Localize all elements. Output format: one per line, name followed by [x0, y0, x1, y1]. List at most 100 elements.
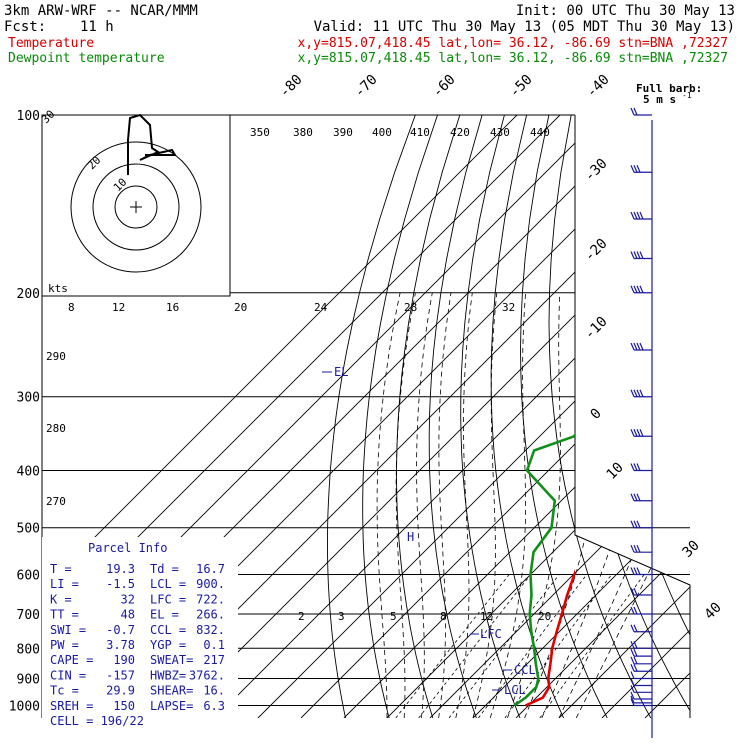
wind-barb: [631, 494, 652, 501]
fcst-hours: 11 h: [80, 19, 114, 35]
wind-barb-flag: [640, 286, 643, 293]
mixing-ratio-line: [396, 575, 509, 719]
wind-barb: [631, 165, 652, 172]
pressure-tick-label: 700: [17, 608, 40, 623]
mixing-ratio-label: 5: [390, 610, 397, 623]
wind-barb: [631, 649, 652, 656]
theta-label: 430: [490, 126, 510, 139]
wind-barb-flag: [634, 165, 637, 172]
moist-adiabat-line: [417, 293, 433, 718]
wind-barb-flag: [631, 212, 634, 219]
isotherm-line: [344, 115, 740, 718]
valid-time: Valid: 11 UTC Thu 30 May 13 (05 MDT Thu …: [314, 19, 735, 35]
wind-barbs: [631, 108, 652, 738]
wind-barb: [631, 692, 652, 699]
dewpoint-profile: [514, 115, 659, 706]
wind-barb-flag: [634, 390, 637, 397]
dry-adiabat-line: [491, 115, 563, 718]
dewpoint-legend: Dewpoint temperature: [8, 51, 165, 66]
wind-barb: [631, 678, 652, 685]
parcel-info-value: 3.78: [106, 638, 135, 652]
init-time: Init: 00 UTC Thu 30 May 13: [516, 3, 735, 19]
wind-barb-flag: [631, 545, 634, 552]
wind-barb: [631, 252, 652, 259]
isotherm-line: [559, 115, 740, 718]
wind-barb: [631, 108, 652, 115]
moist-adiabat-line: [576, 293, 740, 718]
parcel-info-value: SREH =: [50, 699, 93, 713]
wind-barb-flag: [631, 567, 634, 574]
wind-barb-flag: [631, 464, 634, 471]
mixing-ratio-label: 8: [440, 610, 447, 623]
wind-barb-flag: [634, 212, 637, 219]
wind-barb-flag: [634, 649, 637, 656]
wind-barb-flag: [631, 108, 634, 115]
wind-barb-flag: [634, 664, 637, 671]
wind-barb-flag: [640, 429, 643, 436]
parcel-info-value: SHEAR=: [150, 684, 193, 698]
wind-barb: [631, 657, 652, 664]
wind-barb-flag: [631, 649, 634, 656]
wind-barb-flag: [637, 252, 640, 259]
wind-barb-flag: [634, 494, 637, 501]
theta-label: 380: [293, 126, 313, 139]
parcel-info-value: PW =: [50, 638, 79, 652]
wind-barb-flag: [634, 429, 637, 436]
wind-barb-flag: [634, 343, 637, 350]
dry-adiabat-line: [604, 115, 739, 718]
parcel-info-value: 16.7: [196, 562, 225, 576]
wind-barb: [631, 429, 652, 436]
wind-barb-flag: [634, 657, 637, 664]
parcel-info-value: Tc =: [50, 684, 79, 698]
wind-barb: [631, 464, 652, 471]
hodograph: 10 20 30 kts: [39, 108, 230, 296]
wind-barb-flag: [631, 641, 634, 648]
wind-barb-flag: [637, 464, 640, 471]
wind-barb: [631, 286, 652, 293]
lcl-marker: LCL: [504, 683, 526, 697]
wind-barb-flag: [640, 212, 643, 219]
wind-barb-flag: [631, 343, 634, 350]
dry-adiabat-line: [429, 115, 482, 718]
wind-barb-flag: [637, 286, 640, 293]
barb-key-exponent: -1: [682, 91, 692, 100]
wind-barb-flag: [631, 607, 634, 614]
parcel-info-value: YGP =: [150, 638, 186, 652]
wind-barb-flag: [634, 607, 637, 614]
wind-barb-flag: [640, 343, 643, 350]
wind-barb-flag: [631, 671, 634, 678]
kts-tick-label: 8: [68, 301, 75, 314]
wind-barb-flag: [634, 252, 637, 259]
wind-barb-flag: [637, 429, 640, 436]
kts-tick-label: 12: [112, 301, 125, 314]
parcel-info-value: CELL = 196/22: [50, 714, 144, 728]
kts-tick-label: 28: [404, 301, 417, 314]
parcel-info-value: LAPSE=: [150, 699, 193, 713]
parcel-info-value: 722.: [196, 592, 225, 606]
parcel-info-value: -157: [106, 668, 135, 682]
parcel-info-value: 19.3: [106, 562, 135, 576]
temperature-tick-label: 30: [680, 538, 703, 561]
theta-label: 410: [410, 126, 430, 139]
parcel-info-value: -1.5: [106, 577, 135, 591]
moist-adiabat-line: [456, 293, 473, 718]
wind-barb-flag: [637, 494, 640, 501]
pressure-tick-label: 1000: [9, 699, 40, 714]
parcel-info-value: 48: [121, 608, 135, 622]
theta-label: 440: [530, 126, 550, 139]
parcel-info-value: 190: [113, 653, 135, 667]
isotherm-line: [645, 115, 740, 718]
isotherm-line: [430, 115, 740, 718]
wind-barb: [631, 343, 652, 350]
temperature-tick-label: 40: [702, 600, 725, 623]
wind-barb: [631, 671, 652, 678]
wind-barb-flag: [631, 390, 634, 397]
pressure-tick-label: 200: [17, 287, 40, 302]
wind-barb-flag: [640, 252, 643, 259]
parcel-info-value: EL =: [150, 608, 179, 622]
barb-key-value: 5 m s: [643, 93, 676, 106]
wind-barb: [631, 664, 652, 671]
wind-barb: [631, 521, 652, 528]
pressure-tick-label: 400: [17, 465, 40, 480]
